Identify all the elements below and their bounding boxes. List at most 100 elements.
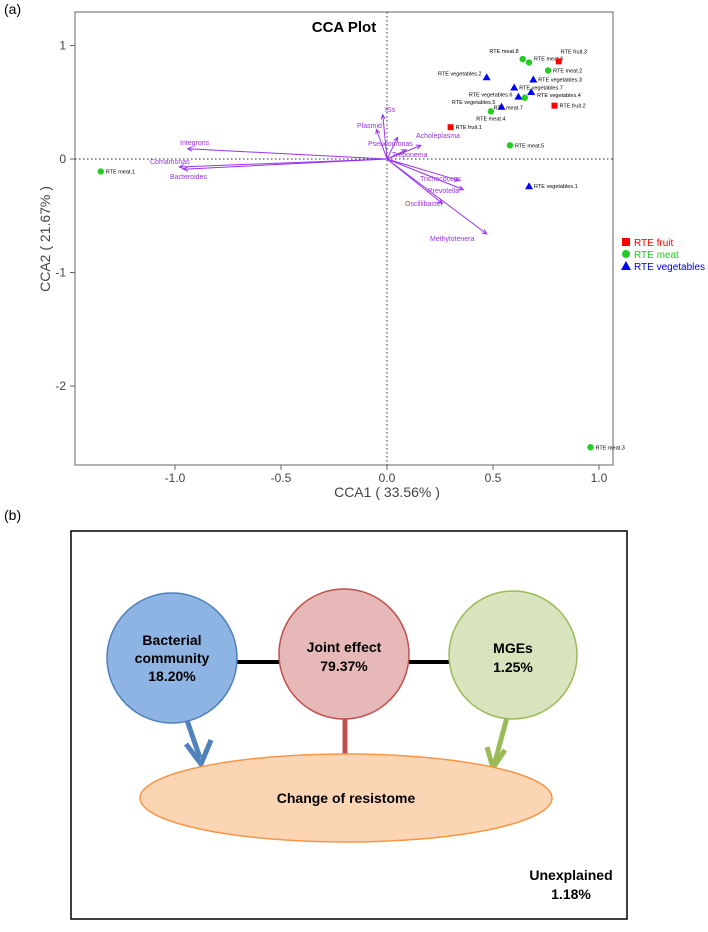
point-rte-vegetables.6 (514, 92, 523, 100)
legend-label: RTE meat (634, 250, 679, 261)
point-label: RTE meat.7 (494, 106, 523, 112)
x-axis-label: CCA1 ( 33.56% ) (334, 484, 440, 500)
x-tick-label: 1.0 (591, 471, 608, 485)
legend-label: RTE fruit (634, 238, 673, 249)
point-rte-meat.4 (487, 108, 495, 115)
point-rte-fruit.3 (555, 58, 562, 65)
arrowhead (375, 128, 381, 135)
point-label: RTE fruit.3 (561, 49, 587, 55)
point-rte-meat.5 (506, 142, 514, 149)
point-label: RTE meat.8 (489, 49, 518, 55)
point-label: RTE fruit.1 (456, 125, 482, 131)
arrow-label: Acholeplasma (416, 133, 460, 140)
point-label: RTE meat.2 (553, 68, 582, 74)
arrowhead (481, 229, 488, 235)
arrow-treponema (386, 149, 407, 160)
point-label: RTE vegetables.5 (452, 100, 496, 106)
x-tick-label: -1.0 (165, 471, 186, 485)
y-tick-label: 0 (59, 152, 66, 166)
arrow-label: Plasmid (357, 123, 382, 130)
point-label: RTE meat.6 (534, 57, 563, 63)
circle-joint-effect: Joint effect 79.37% (278, 588, 410, 720)
y-axis-label: CCA2 ( 21.67% ) (37, 186, 53, 292)
legend-square-icon (622, 238, 630, 246)
variance-diagram: Bacterial community 18.20% Joint effect … (70, 530, 628, 920)
point-label: RTE fruit.2 (559, 104, 585, 110)
arrow-integrons (187, 148, 388, 160)
point-label: RTE meat.4 (476, 116, 505, 122)
diagram-frame (70, 530, 628, 920)
joint-label: Joint effect (307, 639, 382, 655)
point-rte-fruit.1 (447, 124, 454, 131)
point-label: RTE meat.3 (596, 445, 625, 451)
mges-value: 1.25% (493, 659, 533, 675)
arrowhead (182, 166, 189, 172)
point-rte-vegetables.4 (527, 88, 536, 96)
arrowhead (393, 136, 399, 143)
arrowhead (186, 146, 193, 152)
bacterial-value: 18.20% (148, 668, 196, 684)
arrow-pseudomonas (386, 137, 399, 160)
legend-label: RTE vegetables (634, 262, 705, 273)
circle-bacterial-community: Bacterial community 18.20% (106, 592, 238, 724)
point-rte-vegetables.2 (482, 73, 491, 81)
unexplained-value: 1.18% (551, 886, 591, 902)
legend-circle-icon (622, 250, 630, 258)
point-rte-fruit.2 (551, 102, 558, 109)
arrow-label: Treponema (392, 152, 428, 159)
circle-mges: MGEs 1.25% (448, 590, 578, 720)
arrow-prevotella (386, 158, 464, 191)
arrow-label: Methylotenera (430, 236, 474, 243)
arrow-label: Oscillibacter (405, 201, 444, 208)
chart-title: CCA Plot (312, 19, 376, 36)
arrow-methylotenera (386, 158, 487, 235)
point-rte-vegetables.3 (529, 75, 538, 83)
point-rte-vegetables.5 (497, 102, 506, 110)
cca-plot: CCA Plot CCA1 ( 33.56% ) CCA2 ( 21.67% )… (37, 11, 705, 500)
bacterial-label-1: Bacterial (142, 632, 201, 648)
arrow-label: Trichococcus (420, 176, 461, 183)
arrow-label: Bacteroides (170, 174, 207, 181)
y-tick-label: 1 (59, 39, 66, 53)
arrowhead (454, 176, 461, 182)
arrowhead (178, 164, 185, 170)
unexplained-label: Unexplained (529, 867, 612, 883)
point-label: RTE vegetables.1 (534, 184, 578, 190)
plot-frame (74, 11, 614, 466)
arrowhead (458, 185, 465, 191)
panel-label-a: (a) (4, 1, 21, 17)
point-rte-meat.3 (587, 444, 594, 451)
arrow-label: ISs (385, 107, 396, 114)
y-tick-label: -1 (55, 266, 66, 280)
point-label: RTE vegetables.7 (519, 85, 563, 91)
bacterial-label-2: community (135, 650, 210, 666)
legend-triangle-icon (621, 261, 631, 270)
ellipse-resistome: Change of resistome (139, 753, 553, 843)
mges-label: MGEs (493, 640, 533, 656)
arrow-plasmid (375, 129, 388, 160)
arrow-label: Pseudomonas (368, 141, 413, 148)
arrow-iss (382, 114, 388, 160)
point-label: RTE vegetables.6 (469, 93, 513, 99)
x-tick-label: 0.0 (379, 471, 396, 485)
arrow-trichococcus (386, 158, 460, 182)
point-rte-meat.8 (519, 55, 526, 63)
point-rte-vegetables.7 (510, 83, 519, 91)
joint-value: 79.37% (320, 658, 368, 674)
x-tick-label: 0.5 (485, 471, 502, 485)
point-label: RTE meat.1 (106, 169, 135, 175)
arrowhead (401, 149, 408, 155)
arrowhead (437, 198, 444, 204)
point-label: RTE vegetables.2 (438, 71, 482, 77)
point-rte-meat.7 (521, 94, 528, 101)
point-rte-meat.1 (97, 168, 105, 175)
arrowhead (380, 113, 386, 120)
resistome-label: Change of resistome (277, 790, 416, 806)
point-rte-meat.2 (544, 67, 552, 74)
y-tick-label: -2 (55, 379, 66, 393)
point-label: RTE vegetables.4 (537, 93, 581, 99)
point-rte-meat.6 (525, 59, 533, 66)
arrowhead (415, 144, 422, 150)
